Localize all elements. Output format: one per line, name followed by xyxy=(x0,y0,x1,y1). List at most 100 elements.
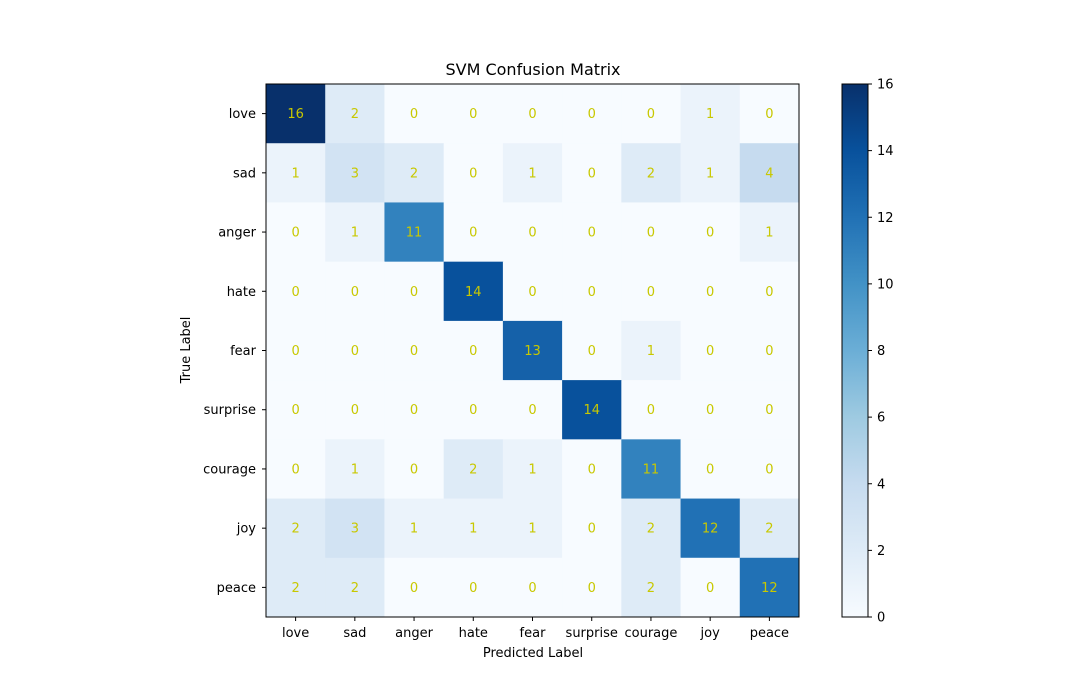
cell-value-label: 0 xyxy=(765,462,773,477)
heatmap-cells: 16 2 0 0 0 0 0 1 01 3 2 0 1 0 2 1 40 1 11 0 0 0 0 0 10 0 0 14 0 0 0 0 00… xyxy=(266,84,800,618)
cell-value-label: 0 xyxy=(410,107,418,122)
heatmap-cell xyxy=(621,498,682,559)
cell-value-label: 0 xyxy=(528,285,536,300)
cell-value-label: 1 xyxy=(706,166,714,181)
cell-value-label: 0 xyxy=(469,403,477,418)
cell-value-label: 2 xyxy=(410,166,418,181)
cell-value-label: 2 xyxy=(469,462,477,477)
cell-value-label: 11 xyxy=(406,226,423,241)
y-tick-label: anger xyxy=(218,226,256,241)
cell-value-label: 2 xyxy=(647,581,655,596)
y-axis-label: True Label xyxy=(179,317,194,385)
heatmap-cell xyxy=(266,143,326,203)
cell-value-label: 0 xyxy=(765,285,773,300)
heatmap-cell xyxy=(266,439,326,500)
cell-value-label: 0 xyxy=(528,107,536,122)
heatmap-cell xyxy=(621,84,682,144)
cell-value-label: 0 xyxy=(706,403,714,418)
cell-value-label: 0 xyxy=(647,226,655,241)
cell-value-label: 1 xyxy=(765,226,773,241)
cell-value-label: 0 xyxy=(469,107,477,122)
cell-value-label: 0 xyxy=(588,107,596,122)
heatmap-cell xyxy=(384,261,445,322)
heatmap-cell xyxy=(443,320,504,381)
x-tick-label: surprise xyxy=(566,626,618,641)
heatmap-cell xyxy=(680,84,741,144)
heatmap-cell xyxy=(562,439,622,500)
cell-value-label: 0 xyxy=(351,344,359,359)
cell-value-label: 1 xyxy=(528,522,536,537)
cell-value-label: 0 xyxy=(765,107,773,122)
heatmap-cell xyxy=(384,202,445,263)
x-tick-label: courage xyxy=(624,626,677,641)
cell-value-label: 0 xyxy=(647,403,655,418)
heatmap-cell xyxy=(384,439,445,500)
cell-value-label: 12 xyxy=(702,522,719,537)
cell-value-label: 1 xyxy=(410,522,418,537)
heatmap-cell xyxy=(562,84,622,144)
heatmap-cell xyxy=(621,439,682,500)
cell-value-label: 14 xyxy=(465,285,482,300)
cell-value-label: 2 xyxy=(647,522,655,537)
heatmap-cell xyxy=(502,261,563,322)
heatmap-cell xyxy=(384,84,445,144)
cell-value-label: 0 xyxy=(706,344,714,359)
colorbar-tick-label: 8 xyxy=(877,344,885,359)
colorbar-tick-label: 14 xyxy=(877,144,894,159)
heatmap-cell xyxy=(680,320,741,381)
heatmap-cell xyxy=(325,439,385,500)
y-tick-label: joy xyxy=(236,522,257,537)
heatmap-cell xyxy=(443,261,504,322)
y-tick-label: fear xyxy=(230,344,257,359)
chart-title: SVM Confusion Matrix xyxy=(445,60,620,79)
heatmap-cell xyxy=(621,380,682,440)
cell-value-label: 0 xyxy=(291,344,299,359)
y-tick-label: courage xyxy=(203,462,256,477)
heatmap-cell xyxy=(562,498,622,559)
cell-value-label: 16 xyxy=(287,107,304,122)
colorbar-tick-label: 6 xyxy=(877,411,885,426)
colorbar-tick-label: 4 xyxy=(877,477,885,492)
colorbar-tick-label: 12 xyxy=(877,211,894,226)
heatmap-cell xyxy=(384,380,445,440)
cell-value-label: 0 xyxy=(469,581,477,596)
cell-value-label: 0 xyxy=(469,344,477,359)
heatmap-cell xyxy=(266,261,326,322)
cell-value-label: 0 xyxy=(291,462,299,477)
x-axis-ticks: love sad anger hate fear surprise courage joy pe… xyxy=(282,617,789,641)
heatmap-cell xyxy=(443,557,504,618)
cell-value-label: 0 xyxy=(647,107,655,122)
heatmap-cell xyxy=(562,143,622,203)
heatmap-cell xyxy=(266,320,326,381)
cell-value-label: 3 xyxy=(351,522,359,537)
heatmap-cell xyxy=(680,380,741,440)
heatmap-cell xyxy=(325,380,385,440)
y-axis-ticks: love sad anger hate fear surprise courage joy pe… xyxy=(203,107,266,596)
cell-value-label: 0 xyxy=(588,166,596,181)
y-tick-label: love xyxy=(229,107,256,122)
cell-value-label: 1 xyxy=(351,226,359,241)
cell-value-label: 0 xyxy=(588,285,596,300)
heatmap-cell xyxy=(680,439,741,500)
heatmap-cell xyxy=(680,261,741,322)
cell-value-label: 0 xyxy=(528,403,536,418)
heatmap-cell xyxy=(562,380,622,440)
x-tick-label: peace xyxy=(750,626,789,641)
cell-value-label: 14 xyxy=(583,403,600,418)
heatmap-cell xyxy=(266,498,326,559)
x-tick-label: anger xyxy=(395,626,433,641)
cell-value-label: 1 xyxy=(469,522,477,537)
heatmap-cell xyxy=(325,320,385,381)
cell-value-label: 0 xyxy=(291,285,299,300)
cell-value-label: 11 xyxy=(643,462,660,477)
heatmap-cell xyxy=(562,202,622,263)
y-tick-label: surprise xyxy=(204,403,256,418)
x-tick-label: sad xyxy=(343,626,366,641)
x-tick-label: joy xyxy=(700,626,721,641)
heatmap-cell xyxy=(266,380,326,440)
heatmap-cell xyxy=(739,557,800,618)
cell-value-label: 0 xyxy=(765,344,773,359)
cell-value-label: 0 xyxy=(706,285,714,300)
heatmap-cell xyxy=(680,498,741,559)
